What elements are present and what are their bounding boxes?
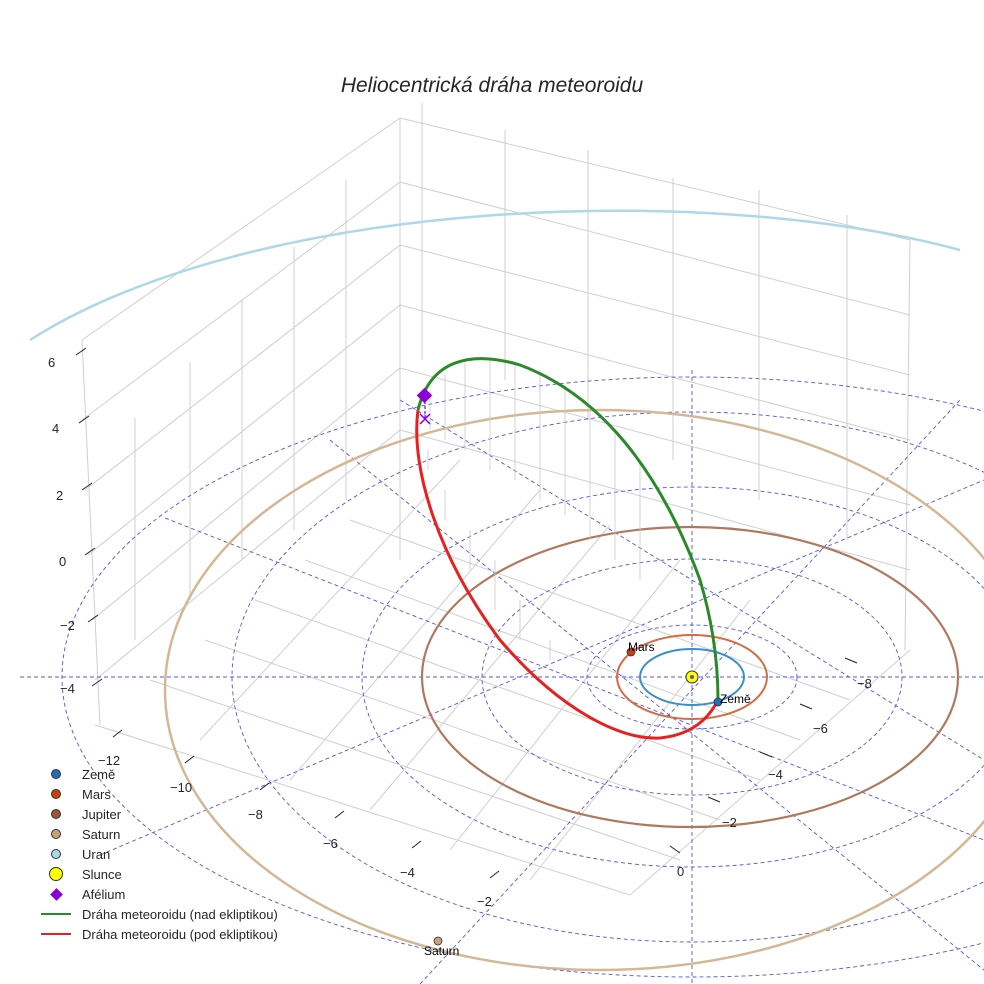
svg-text:Mars: Mars bbox=[628, 640, 655, 654]
box-grid bbox=[81, 103, 911, 896]
legend-item-mars[interactable]: Mars bbox=[38, 784, 278, 804]
svg-text:−12: −12 bbox=[98, 753, 120, 768]
svg-text:−2: −2 bbox=[477, 894, 492, 909]
svg-text:0: 0 bbox=[677, 864, 684, 879]
legend-item-slunce[interactable]: Slunce bbox=[38, 864, 278, 884]
svg-text:6: 6 bbox=[48, 355, 55, 370]
mars-icon bbox=[51, 789, 61, 799]
legend: Země Mars Jupiter Saturn Uran Slunce Afé… bbox=[38, 764, 278, 944]
svg-text:Země: Země bbox=[720, 692, 751, 706]
diamond-icon bbox=[49, 887, 63, 901]
svg-text:−6: −6 bbox=[813, 721, 828, 736]
chart-title: Heliocentrická dráha meteoroidu bbox=[340, 74, 644, 97]
meteoroid-orbit-below bbox=[415, 409, 720, 740]
svg-text:Saturn: Saturn bbox=[424, 944, 459, 958]
svg-text:−6: −6 bbox=[323, 836, 338, 851]
saturn-orbit bbox=[163, 408, 984, 972]
svg-text:−2: −2 bbox=[722, 815, 737, 830]
x-axis bbox=[112, 729, 681, 879]
svg-text:−8: −8 bbox=[857, 676, 872, 691]
jupiter-icon bbox=[51, 809, 61, 819]
aphelion-projection-icon bbox=[419, 413, 431, 425]
z-axis bbox=[75, 347, 103, 687]
uran-orbit bbox=[29, 209, 961, 342]
legend-item-afelium[interactable]: Afélium bbox=[38, 884, 278, 904]
svg-text:4: 4 bbox=[52, 421, 59, 436]
svg-text:−8: −8 bbox=[248, 807, 263, 822]
legend-item-above-ecliptic[interactable]: Dráha meteoroidu (nad ekliptikou) bbox=[38, 904, 278, 924]
earth-orbit bbox=[639, 648, 745, 706]
legend-item-jupiter[interactable]: Jupiter bbox=[38, 804, 278, 824]
mars-orbit bbox=[616, 634, 768, 720]
legend-item-below-ecliptic[interactable]: Dráha meteoroidu (pod ekliptikou) bbox=[38, 924, 278, 944]
sun-icon bbox=[49, 867, 63, 881]
svg-text:−4: −4 bbox=[400, 865, 415, 880]
meteoroid-orbit-above bbox=[416, 357, 720, 701]
legend-item-uran[interactable]: Uran bbox=[38, 844, 278, 864]
legend-item-zeme[interactable]: Země bbox=[38, 764, 278, 784]
earth-icon bbox=[51, 769, 61, 779]
svg-text:−2: −2 bbox=[60, 618, 75, 633]
svg-text:−4: −4 bbox=[768, 767, 783, 782]
jupiter-orbit bbox=[420, 525, 960, 829]
uranus-icon bbox=[51, 849, 61, 859]
saturn-icon bbox=[51, 829, 61, 839]
drop-lines bbox=[427, 358, 641, 660]
svg-text:2: 2 bbox=[56, 488, 63, 503]
saturn-marker bbox=[433, 936, 443, 946]
mars-marker bbox=[626, 647, 636, 657]
svg-text:−4: −4 bbox=[60, 681, 75, 696]
earth-marker bbox=[713, 697, 723, 707]
svg-text:0: 0 bbox=[59, 554, 66, 569]
green-line-icon bbox=[41, 913, 71, 915]
legend-item-saturn[interactable]: Saturn bbox=[38, 824, 278, 844]
orbits bbox=[29, 209, 984, 972]
y-axis bbox=[707, 657, 858, 803]
red-line-icon bbox=[41, 933, 71, 935]
svg-text:−10: −10 bbox=[170, 780, 192, 795]
